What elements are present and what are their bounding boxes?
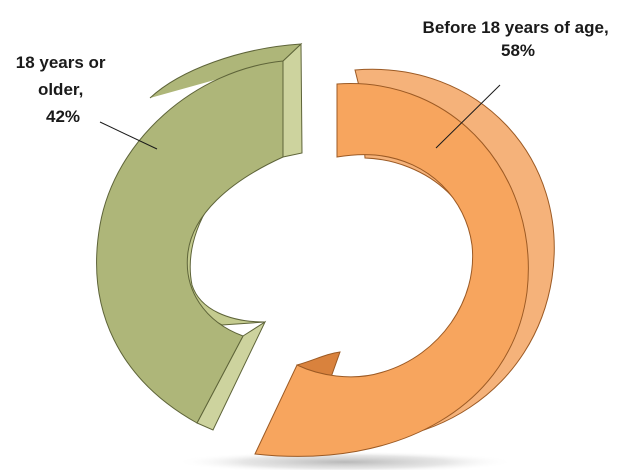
data-label-18-or-older: 18 years or older, 42%	[16, 53, 111, 126]
leader-line-18-or-older	[99, 121, 158, 150]
data-label-18-or-older-line-2: older,	[38, 80, 83, 99]
slice-18-or-older-top	[96, 43, 303, 424]
data-label-18-or-older-line-1: 18 years or	[16, 53, 106, 72]
data-label-before-18: Before 18 years of age, 58%	[423, 18, 614, 60]
data-label-before-18-line-1: Before 18 years of age,	[423, 18, 609, 37]
slice-18-or-older-end-face	[282, 42, 303, 158]
leader-line-before-18	[435, 84, 501, 149]
slice-before-18	[254, 68, 555, 457]
slice-18-or-older	[96, 42, 303, 431]
floor-shadow	[175, 451, 515, 470]
data-label-before-18-line-2: 58%	[501, 41, 535, 60]
slice-before-18-top	[254, 83, 529, 457]
data-label-18-or-older-line-3: 42%	[46, 107, 80, 126]
